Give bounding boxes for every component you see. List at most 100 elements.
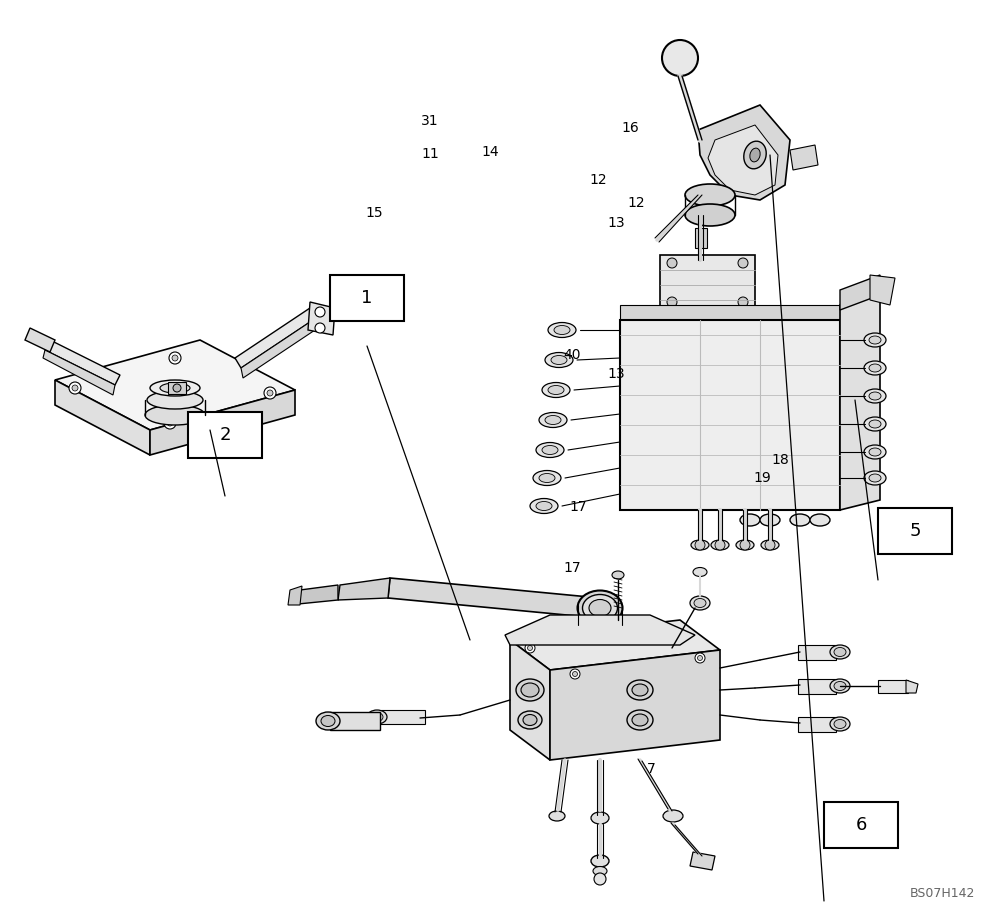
Polygon shape xyxy=(510,620,720,670)
Ellipse shape xyxy=(632,714,648,726)
Ellipse shape xyxy=(371,713,383,722)
Ellipse shape xyxy=(539,412,567,428)
Ellipse shape xyxy=(160,383,190,393)
Bar xyxy=(878,680,908,693)
Ellipse shape xyxy=(685,204,735,226)
Ellipse shape xyxy=(761,540,779,550)
Bar xyxy=(695,228,707,248)
Circle shape xyxy=(662,40,698,76)
Polygon shape xyxy=(388,578,600,618)
Text: 14: 14 xyxy=(481,145,499,159)
Text: 40: 40 xyxy=(563,348,581,363)
Ellipse shape xyxy=(321,715,335,726)
Ellipse shape xyxy=(750,148,760,162)
Polygon shape xyxy=(55,340,295,430)
Ellipse shape xyxy=(627,680,653,700)
Polygon shape xyxy=(25,328,55,352)
Ellipse shape xyxy=(760,514,780,526)
Bar xyxy=(824,802,898,848)
Ellipse shape xyxy=(150,380,200,396)
Ellipse shape xyxy=(316,712,340,730)
Circle shape xyxy=(267,390,273,396)
Circle shape xyxy=(698,656,702,660)
Ellipse shape xyxy=(834,682,846,691)
Ellipse shape xyxy=(536,501,552,510)
Ellipse shape xyxy=(542,445,558,454)
Text: 13: 13 xyxy=(607,215,625,230)
Ellipse shape xyxy=(830,717,850,731)
Text: 11: 11 xyxy=(421,147,439,161)
Ellipse shape xyxy=(545,353,573,367)
Text: 12: 12 xyxy=(589,172,607,187)
Ellipse shape xyxy=(147,391,203,409)
Circle shape xyxy=(169,352,181,364)
Ellipse shape xyxy=(869,448,881,456)
Polygon shape xyxy=(45,340,120,385)
Ellipse shape xyxy=(869,420,881,428)
Polygon shape xyxy=(150,390,295,455)
Ellipse shape xyxy=(521,683,539,697)
Ellipse shape xyxy=(582,594,618,621)
Circle shape xyxy=(715,540,725,550)
Circle shape xyxy=(525,643,535,653)
Ellipse shape xyxy=(736,540,754,550)
Text: 7: 7 xyxy=(647,762,655,777)
Polygon shape xyxy=(906,680,918,693)
Polygon shape xyxy=(690,852,715,870)
Ellipse shape xyxy=(694,598,706,607)
Bar xyxy=(168,382,186,394)
Ellipse shape xyxy=(711,540,729,550)
Ellipse shape xyxy=(589,599,611,616)
Polygon shape xyxy=(235,308,316,368)
Text: 15: 15 xyxy=(365,205,383,220)
Text: BS07H142: BS07H142 xyxy=(910,887,975,900)
Circle shape xyxy=(667,258,677,268)
Ellipse shape xyxy=(551,355,567,365)
Bar xyxy=(798,717,836,732)
Circle shape xyxy=(72,385,78,391)
Ellipse shape xyxy=(612,571,624,579)
Ellipse shape xyxy=(810,514,830,526)
Circle shape xyxy=(69,382,81,394)
Bar xyxy=(798,679,836,694)
Polygon shape xyxy=(298,585,338,604)
Ellipse shape xyxy=(518,711,542,729)
Ellipse shape xyxy=(830,679,850,693)
Circle shape xyxy=(652,629,658,635)
Ellipse shape xyxy=(578,591,622,626)
Circle shape xyxy=(264,387,276,399)
Ellipse shape xyxy=(834,648,846,657)
Polygon shape xyxy=(840,290,880,510)
Text: 12: 12 xyxy=(627,196,645,211)
Ellipse shape xyxy=(145,405,205,425)
Circle shape xyxy=(572,671,578,677)
Text: 1: 1 xyxy=(361,289,373,307)
Ellipse shape xyxy=(693,568,707,576)
Circle shape xyxy=(695,653,705,663)
Polygon shape xyxy=(338,578,390,600)
Ellipse shape xyxy=(869,364,881,372)
Circle shape xyxy=(315,323,325,333)
Text: 13: 13 xyxy=(607,366,625,381)
Ellipse shape xyxy=(591,855,609,867)
Ellipse shape xyxy=(864,389,886,403)
Text: 5: 5 xyxy=(909,522,921,540)
Text: 17: 17 xyxy=(563,561,581,575)
Circle shape xyxy=(667,297,677,307)
Ellipse shape xyxy=(864,361,886,375)
Bar xyxy=(878,508,952,554)
Ellipse shape xyxy=(632,684,648,696)
Ellipse shape xyxy=(690,596,710,610)
Circle shape xyxy=(315,307,325,317)
Circle shape xyxy=(167,420,173,426)
Polygon shape xyxy=(505,615,695,645)
Polygon shape xyxy=(241,318,318,378)
Text: 16: 16 xyxy=(621,121,639,136)
Bar xyxy=(798,645,836,660)
Ellipse shape xyxy=(523,714,537,725)
Circle shape xyxy=(765,540,775,550)
Ellipse shape xyxy=(627,710,653,730)
Polygon shape xyxy=(708,125,778,195)
Polygon shape xyxy=(288,586,302,605)
Circle shape xyxy=(740,540,750,550)
